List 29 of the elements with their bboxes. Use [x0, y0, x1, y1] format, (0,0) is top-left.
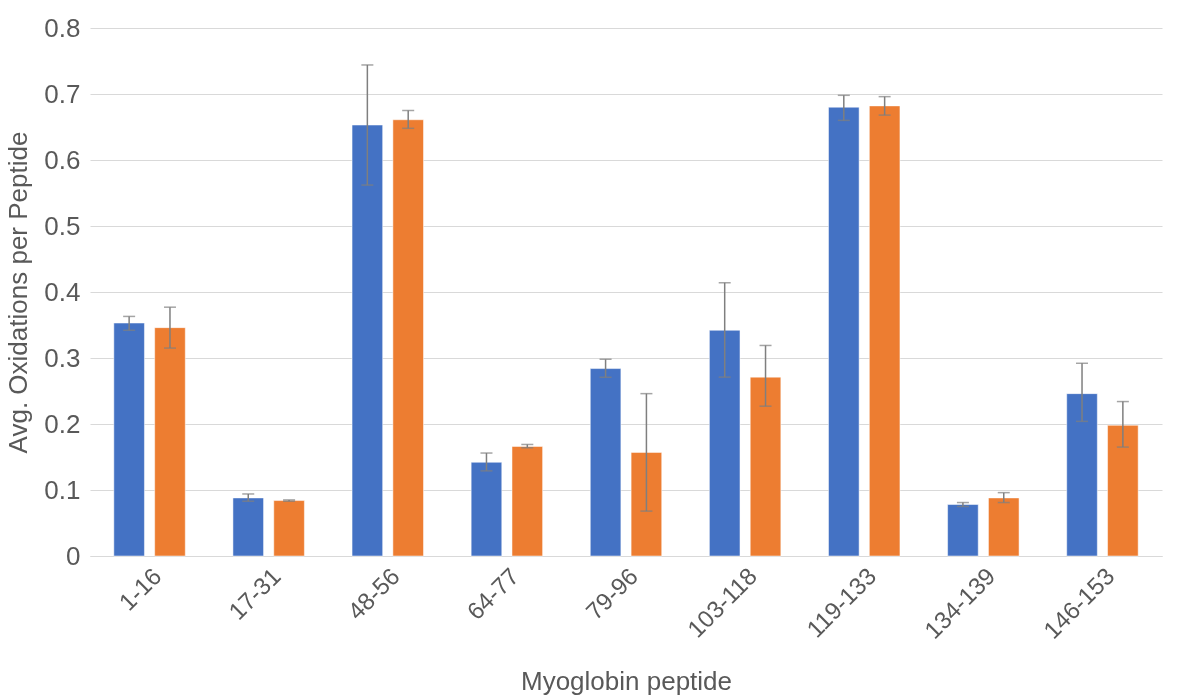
y-tick-label: 0 [66, 540, 81, 571]
bar [511, 445, 544, 557]
bar [113, 322, 145, 557]
bar [154, 327, 186, 557]
bar [868, 105, 901, 557]
y-tick-label: 0.8 [44, 12, 81, 43]
bar [351, 124, 384, 557]
bar [987, 497, 1020, 557]
y-tick-label: 0.3 [44, 342, 81, 373]
bar [827, 106, 860, 557]
y-tick-label: 0.1 [44, 474, 81, 505]
bar [630, 451, 663, 557]
bar [708, 329, 741, 557]
bar [947, 504, 979, 557]
bar [470, 461, 503, 557]
y-tick-label: 0.2 [44, 408, 81, 439]
bar [1107, 424, 1139, 557]
bar [1066, 393, 1098, 557]
bar [273, 500, 305, 557]
y-tick-label: 0.6 [44, 144, 81, 175]
bar [392, 119, 425, 557]
bar [232, 497, 265, 557]
x-axis-title: Myoglobin peptide [520, 665, 733, 696]
bar [749, 376, 782, 557]
y-tick-label: 0.7 [44, 78, 81, 109]
y-tick-label: 0.5 [44, 210, 81, 241]
y-tick-label: 0.4 [44, 276, 81, 307]
y-axis-title: Avg. Oxidations per Peptide [3, 131, 34, 454]
bar [589, 368, 622, 557]
